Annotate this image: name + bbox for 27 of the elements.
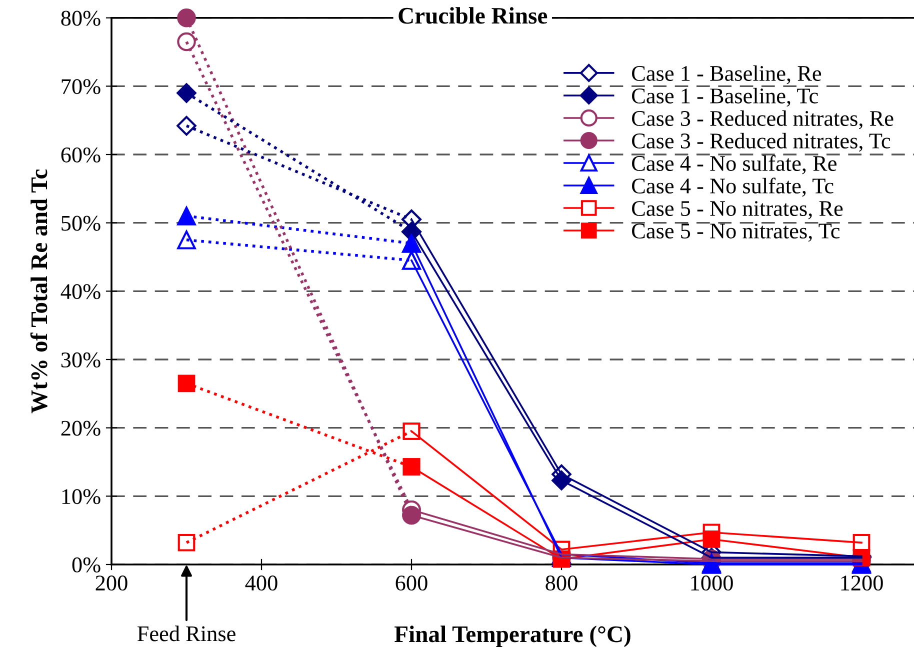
x-tick-label: 200: [96, 576, 128, 591]
y-tick-label: 10%: [62, 489, 100, 504]
y-tick-label: 50%: [62, 216, 100, 231]
y-tick-label: 60%: [61, 147, 100, 163]
x-tick-label: 1000: [691, 576, 733, 591]
legend-label: Case 3 - Reduced nitrates, Re: [632, 110, 894, 130]
legend-label: Case 1 - Baseline, Tc: [632, 88, 818, 107]
y-axis-title: Wt% of Total Re and Tc: [30, 169, 48, 414]
chart-title: Crucible Rinse: [398, 7, 548, 24]
y-tick-label: 20%: [61, 420, 100, 436]
legend-label: Case 5 - No nitrates, Re: [632, 201, 843, 220]
y-tick-label: 30%: [61, 352, 100, 368]
x-tick-label: 400: [245, 576, 278, 591]
legend-label: Case 4 - No sulfate, Tc: [632, 178, 834, 197]
legend-label: Case 4 - No sulfate, Re: [632, 155, 836, 174]
y-tick-label: 40%: [60, 284, 100, 300]
text: Feed Rinse: [137, 626, 236, 642]
legend-label: Case 1 - Baseline, Re: [632, 65, 822, 84]
y-tick-label: 80%: [61, 10, 100, 26]
x-tick-label: 1200: [841, 576, 883, 591]
x-axis-title: Final Temperature (°C): [394, 626, 630, 648]
y-tick-label: 70%: [62, 79, 100, 94]
x-tick-label: 600: [396, 576, 428, 591]
x-tick-label: 800: [546, 576, 578, 591]
y-tick-label: 0%: [72, 557, 100, 572]
legend-label: Case 5 - No nitrates, Tc: [632, 224, 840, 242]
legend-label: Case 3 - Reduced nitrates, Tc: [632, 132, 890, 152]
